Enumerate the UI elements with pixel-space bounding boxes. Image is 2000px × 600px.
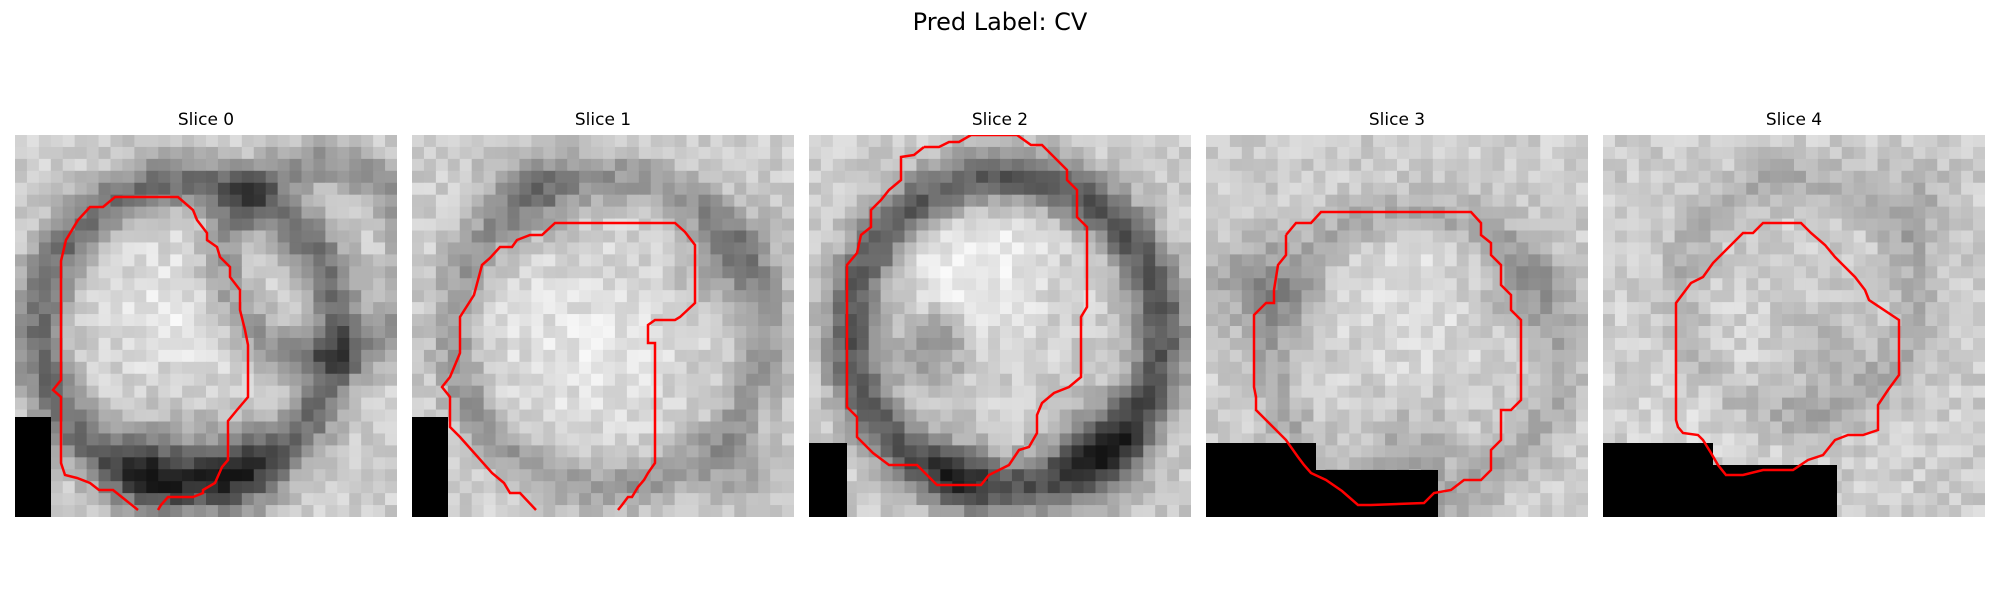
image-pixels (1603, 135, 1985, 517)
slice-image-1 (412, 135, 794, 517)
slice-panel-4: Slice 4 (1603, 108, 1985, 517)
image-pixels (412, 135, 794, 517)
mask-region (1603, 443, 1713, 517)
slice-image-3 (1206, 135, 1588, 517)
contour-outline (845, 135, 1089, 487)
slice-image-0 (15, 135, 397, 517)
slice-title-4: Slice 4 (1765, 110, 1823, 130)
mask-region (1316, 470, 1438, 517)
slice-panel-2: Slice 2 (809, 108, 1191, 517)
contour-outline (1674, 221, 1901, 477)
slice-panel-0: Slice 0 (15, 108, 397, 517)
mask-region (1206, 443, 1316, 517)
slice-panel-3: Slice 3 (1206, 108, 1588, 517)
slice-title-1: Slice 1 (574, 110, 632, 130)
mask-region (15, 417, 51, 517)
slice-title-0: Slice 0 (177, 110, 235, 130)
slice-image-4 (1603, 135, 1985, 517)
slice-image-2 (809, 135, 1191, 517)
slice-title-3: Slice 3 (1368, 110, 1426, 130)
contour-outline (51, 195, 250, 511)
contour-outline (440, 221, 697, 511)
mask-region (809, 443, 847, 517)
figure-title: Pred Label: CV (912, 8, 1088, 36)
image-pixels (15, 135, 397, 517)
image-pixels (809, 135, 1191, 517)
mask-region (412, 417, 448, 517)
contour-outline (1252, 210, 1523, 507)
mask-region (1713, 465, 1837, 517)
slice-title-2: Slice 2 (971, 110, 1029, 130)
slice-panel-1: Slice 1 (412, 108, 794, 517)
image-pixels (1206, 135, 1588, 517)
